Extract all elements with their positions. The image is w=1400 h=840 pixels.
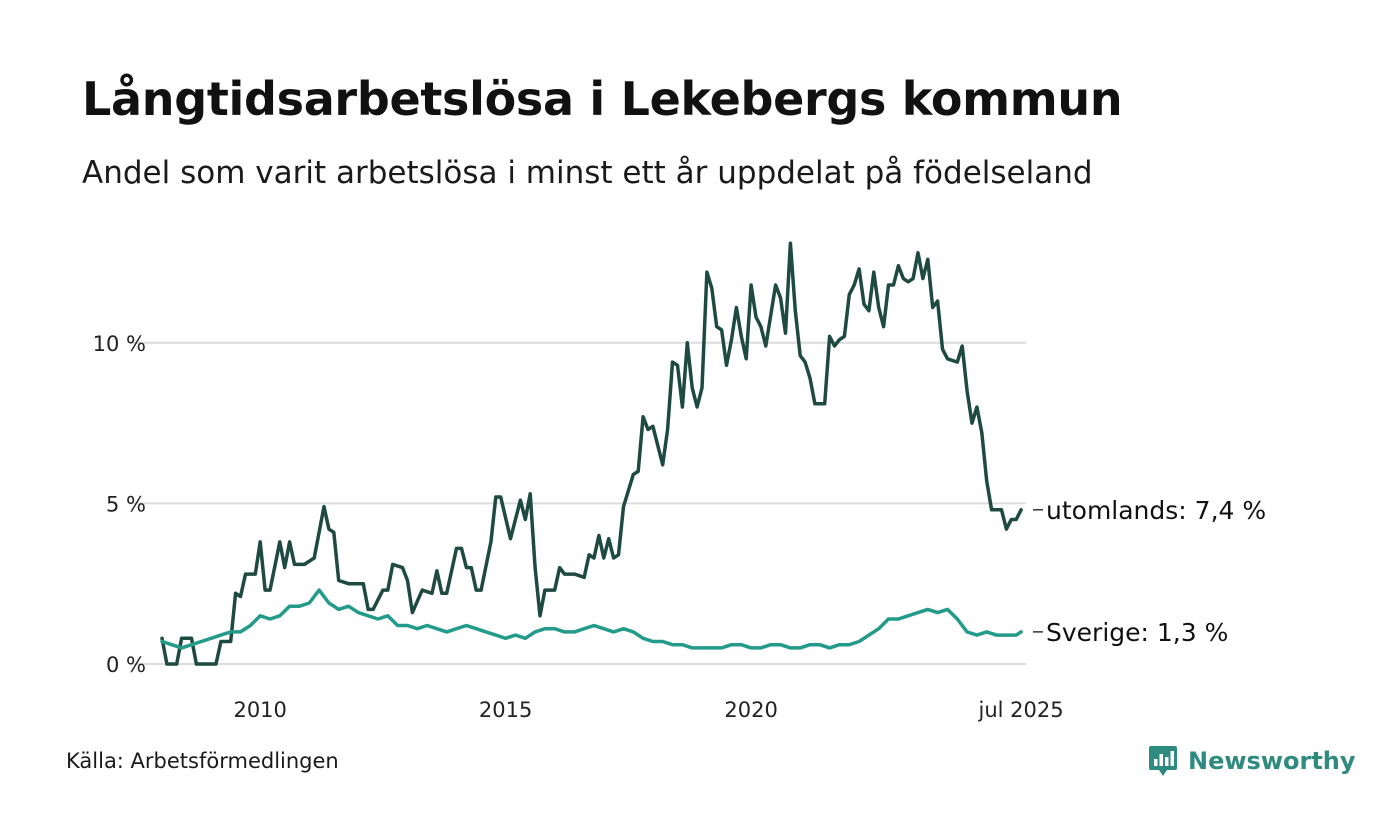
- series-line-1: [160, 241, 1023, 666]
- x-axis: 2010 2015 2020 jul 2025: [233, 698, 1063, 722]
- series-end-label: utomlands: 7,4 %: [1046, 496, 1266, 525]
- y-axis: 0 % 5 % 10 %: [93, 332, 146, 677]
- brand: Newsworthy: [1148, 744, 1356, 778]
- brand-name: Newsworthy: [1188, 747, 1356, 775]
- series-layer: [160, 241, 1023, 666]
- x-tick-label: 2010: [233, 698, 286, 722]
- x-tick-label: jul 2025: [978, 698, 1064, 722]
- x-tick-label: 2020: [724, 698, 777, 722]
- grid-layer: [130, 341, 1026, 665]
- y-tick-label: 10 %: [93, 332, 146, 356]
- series-labels: utomlands: 7,4 % Sverige: 1,3 %: [1033, 496, 1266, 647]
- source-note: Källa: Arbetsförmedlingen: [66, 749, 339, 773]
- y-tick-label: 5 %: [106, 492, 146, 516]
- series-line-2: [160, 588, 1023, 650]
- newsworthy-logo-icon: [1149, 746, 1177, 776]
- x-tick-label: 2015: [479, 698, 532, 722]
- y-tick-label: 0 %: [106, 653, 146, 677]
- page-title: Långtidsarbetslösa i Lekebergs kommun: [82, 72, 1123, 126]
- series-end-label: Sverige: 1,3 %: [1046, 618, 1228, 647]
- page-subtitle: Andel som varit arbetslösa i minst ett å…: [82, 155, 1093, 191]
